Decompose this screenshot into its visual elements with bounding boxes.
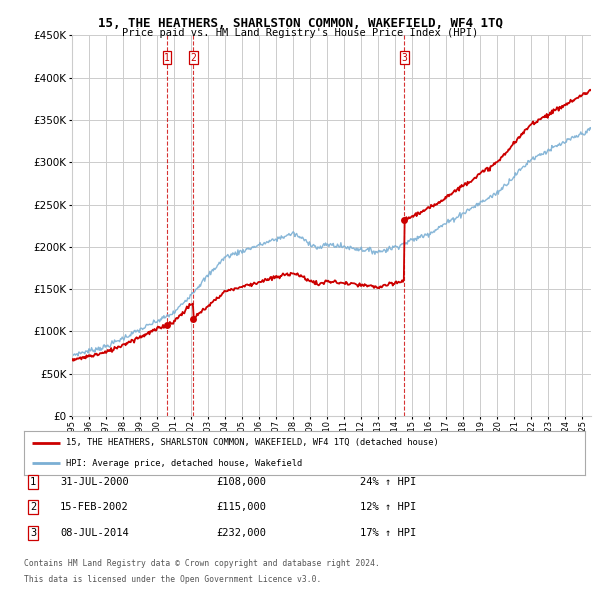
- Text: 15-FEB-2002: 15-FEB-2002: [60, 503, 129, 512]
- Text: 2: 2: [30, 503, 36, 512]
- Text: £108,000: £108,000: [216, 477, 266, 487]
- Text: 2: 2: [190, 53, 196, 63]
- Text: HPI: Average price, detached house, Wakefield: HPI: Average price, detached house, Wake…: [66, 458, 302, 467]
- Text: 12% ↑ HPI: 12% ↑ HPI: [360, 503, 416, 512]
- Text: 15, THE HEATHERS, SHARLSTON COMMON, WAKEFIELD, WF4 1TQ (detached house): 15, THE HEATHERS, SHARLSTON COMMON, WAKE…: [66, 438, 439, 447]
- Text: 15, THE HEATHERS, SHARLSTON COMMON, WAKEFIELD, WF4 1TQ: 15, THE HEATHERS, SHARLSTON COMMON, WAKE…: [97, 17, 503, 30]
- Text: Price paid vs. HM Land Registry's House Price Index (HPI): Price paid vs. HM Land Registry's House …: [122, 28, 478, 38]
- Text: 31-JUL-2000: 31-JUL-2000: [60, 477, 129, 487]
- Text: 24% ↑ HPI: 24% ↑ HPI: [360, 477, 416, 487]
- Text: Contains HM Land Registry data © Crown copyright and database right 2024.: Contains HM Land Registry data © Crown c…: [24, 559, 380, 568]
- Text: This data is licensed under the Open Government Licence v3.0.: This data is licensed under the Open Gov…: [24, 575, 322, 584]
- Text: 17% ↑ HPI: 17% ↑ HPI: [360, 528, 416, 537]
- Text: 08-JUL-2014: 08-JUL-2014: [60, 528, 129, 537]
- Text: 1: 1: [30, 477, 36, 487]
- Text: £115,000: £115,000: [216, 503, 266, 512]
- Text: £232,000: £232,000: [216, 528, 266, 537]
- Text: 1: 1: [164, 53, 170, 63]
- Text: 3: 3: [30, 528, 36, 537]
- Text: 3: 3: [401, 53, 407, 63]
